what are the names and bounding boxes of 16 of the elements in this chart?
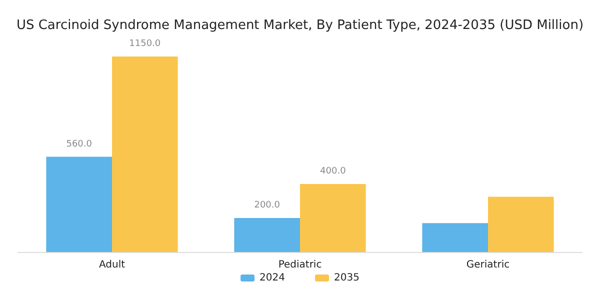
bar xyxy=(422,223,488,252)
data-label: 200.0 xyxy=(254,200,280,210)
x-tick-label: Geriatric xyxy=(466,260,510,270)
x-tick-label: Adult xyxy=(98,260,126,270)
chart-title: US Carcinoid Syndrome Management Market, By Patient Type, 2024-2035 (USD Million) xyxy=(16,18,584,33)
data-label: 1150.0 xyxy=(129,39,161,49)
legend-label: 2024 xyxy=(260,272,286,284)
bar xyxy=(46,156,112,252)
data-label: 400.0 xyxy=(320,166,346,176)
bar xyxy=(112,56,178,252)
legend-label: 2035 xyxy=(334,272,360,284)
bar xyxy=(488,196,554,252)
x-tick-label: Pediatric xyxy=(278,260,322,270)
bar xyxy=(234,218,300,252)
bar xyxy=(300,184,366,252)
data-label: 560.0 xyxy=(66,139,92,150)
